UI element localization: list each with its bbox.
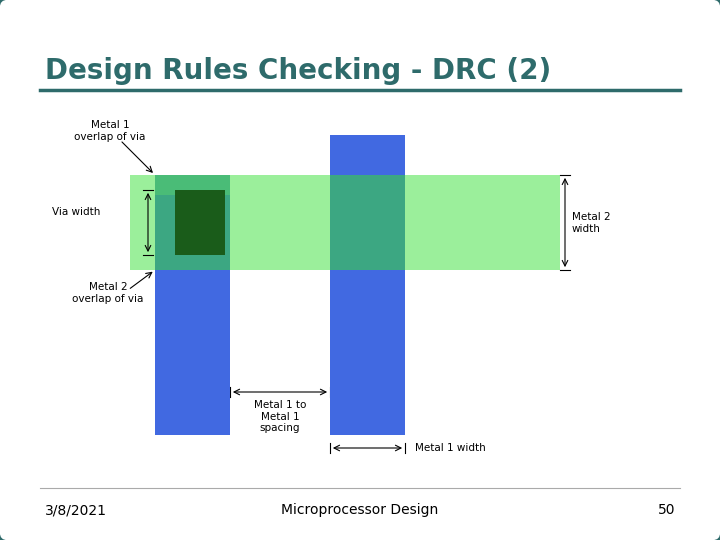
Text: Via width: Via width — [52, 207, 100, 217]
Bar — [175, 190, 225, 255]
Bar — [155, 195, 230, 435]
Text: Design Rules Checking - DRC (2): Design Rules Checking - DRC (2) — [45, 57, 552, 85]
Bar — [130, 175, 560, 270]
Text: Metal 1 width: Metal 1 width — [415, 443, 486, 453]
Text: 3/8/2021: 3/8/2021 — [45, 503, 107, 517]
Bar — [330, 135, 405, 435]
Text: Metal 1
overlap of via: Metal 1 overlap of via — [74, 120, 145, 141]
Text: Metal 2
overlap of via: Metal 2 overlap of via — [72, 282, 144, 303]
Bar — [155, 175, 230, 270]
Text: 50: 50 — [657, 503, 675, 517]
Text: Microprocessor Design: Microprocessor Design — [282, 503, 438, 517]
Text: Metal 2
width: Metal 2 width — [572, 212, 611, 234]
Bar — [330, 175, 405, 270]
Text: Metal 1 to
Metal 1
spacing: Metal 1 to Metal 1 spacing — [254, 400, 306, 433]
